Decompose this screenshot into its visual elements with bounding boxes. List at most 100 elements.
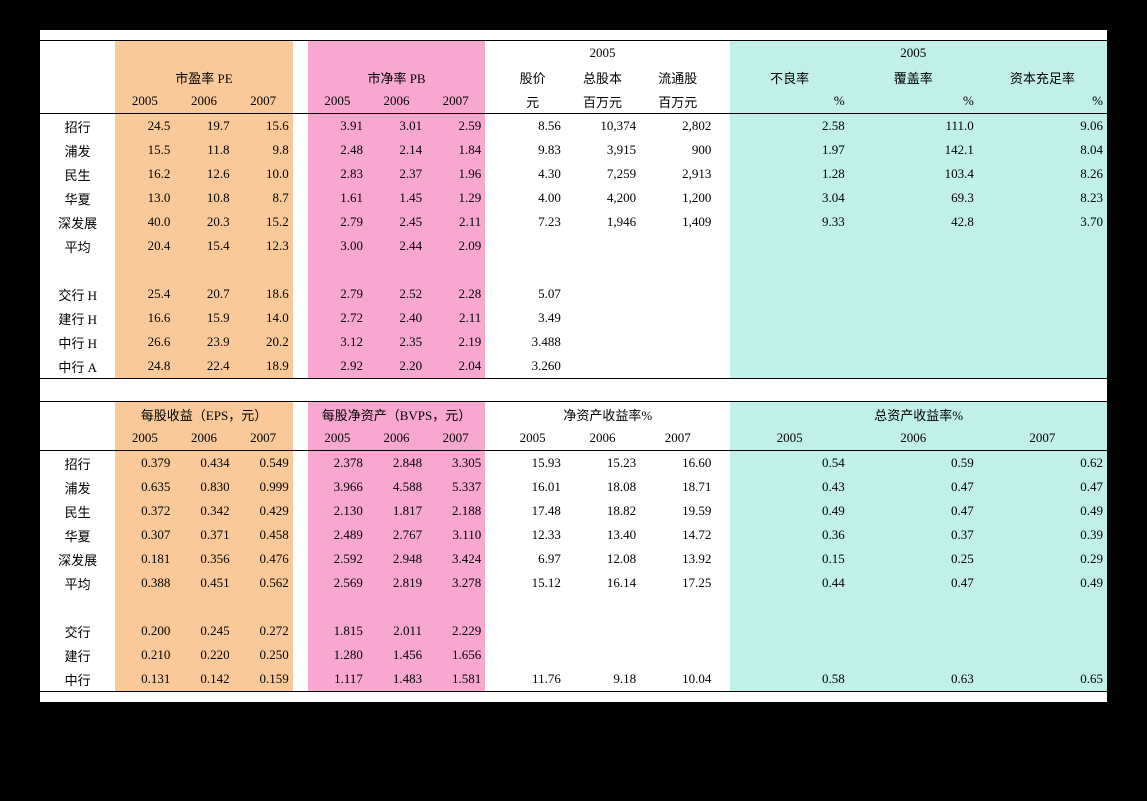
mid-col-0: 股价 [500, 65, 565, 89]
cell [565, 282, 640, 306]
cell [293, 258, 308, 282]
cell [640, 258, 715, 282]
cell [715, 114, 730, 139]
cell: 深发展 [40, 210, 115, 234]
cell: 0.54 [730, 451, 848, 476]
cell [565, 258, 640, 282]
cell [293, 162, 308, 186]
cell [293, 330, 308, 354]
cell: 15.4 [174, 234, 233, 258]
cell: 12.08 [565, 547, 640, 571]
cell [730, 354, 848, 379]
cell: 3.00 [308, 234, 367, 258]
cell: 中行 A [40, 354, 115, 379]
cell [293, 595, 308, 619]
cell: 9.18 [565, 667, 640, 692]
table-row: 招行0.3790.4340.5492.3782.8483.30515.9315.… [40, 451, 1107, 476]
cell: 18.6 [234, 282, 293, 306]
cell [730, 282, 848, 306]
cell [640, 282, 715, 306]
cell: 8.04 [978, 138, 1107, 162]
cell [234, 595, 293, 619]
cell [640, 330, 715, 354]
cell [978, 282, 1107, 306]
cell: 民生 [40, 162, 115, 186]
cell: 4.588 [367, 475, 426, 499]
cell: 2.79 [308, 210, 367, 234]
cell: 22.4 [174, 354, 233, 379]
cell [485, 282, 500, 306]
cell: 15.23 [565, 451, 640, 476]
cell [565, 595, 640, 619]
cell: 0.63 [849, 667, 978, 692]
cell: 2.83 [308, 162, 367, 186]
cell [115, 595, 174, 619]
cell: 16.2 [115, 162, 174, 186]
cell [293, 499, 308, 523]
cell: 12.6 [174, 162, 233, 186]
mid-year: 2005 [565, 41, 640, 66]
cell: 1,946 [565, 210, 640, 234]
cell: 17.25 [640, 571, 715, 595]
bottom-header-1: 每股收益（EPS，元） 每股净资产（BVPS，元） 净资产收益率% 总资产收益率… [40, 402, 1107, 427]
cell: 9.83 [500, 138, 565, 162]
table-row: 深发展40.020.315.22.792.452.117.231,9461,40… [40, 210, 1107, 234]
cell: 0.65 [978, 667, 1107, 692]
cell: 24.5 [115, 114, 174, 139]
cell [640, 619, 715, 643]
cell: 2,802 [640, 114, 715, 139]
cell [485, 547, 500, 571]
cell: 0.210 [115, 643, 174, 667]
cell: 10.04 [640, 667, 715, 692]
cell: 2,913 [640, 162, 715, 186]
table-row: 招行24.519.715.63.913.012.598.5610,3742,80… [40, 114, 1107, 139]
cell: 0.159 [234, 667, 293, 692]
cell [500, 258, 565, 282]
cell [978, 595, 1107, 619]
cell: 7.23 [500, 210, 565, 234]
cell: 2.45 [367, 210, 426, 234]
cell [367, 595, 426, 619]
cell [293, 619, 308, 643]
cell: 1.28 [730, 162, 848, 186]
cell: 15.93 [500, 451, 565, 476]
cell: 1.84 [426, 138, 485, 162]
cell [293, 523, 308, 547]
cell [715, 138, 730, 162]
cell [849, 619, 978, 643]
cell: 15.6 [234, 114, 293, 139]
cell: 2.14 [367, 138, 426, 162]
cell: 0.476 [234, 547, 293, 571]
cell: 0.36 [730, 523, 848, 547]
cell: 交行 H [40, 282, 115, 306]
cell: 2.11 [426, 210, 485, 234]
cell [485, 186, 500, 210]
cell [234, 258, 293, 282]
table-row: 华夏0.3070.3710.4582.4892.7673.11012.3313.… [40, 523, 1107, 547]
cell: 2.35 [367, 330, 426, 354]
cell: 0.44 [730, 571, 848, 595]
table-row: 中行 H26.623.920.23.122.352.193.488 [40, 330, 1107, 354]
cell: 3.49 [500, 306, 565, 330]
cell: 0.451 [174, 571, 233, 595]
cell: 2.28 [426, 282, 485, 306]
cell: 平均 [40, 234, 115, 258]
cell [715, 451, 730, 476]
cell: 16.60 [640, 451, 715, 476]
cell: 3.04 [730, 186, 848, 210]
header-row-2: 市盈率 PE 市净率 PB 股价 总股本 流通股 不良率 覆盖率 资本充足率 [40, 65, 1107, 89]
cell: 900 [640, 138, 715, 162]
cell: 20.2 [234, 330, 293, 354]
cell: 招行 [40, 114, 115, 139]
cell [978, 234, 1107, 258]
cell: 浦发 [40, 138, 115, 162]
cell: 0.388 [115, 571, 174, 595]
cell: 2.44 [367, 234, 426, 258]
cell [849, 258, 978, 282]
cell [715, 475, 730, 499]
cell: 19.7 [174, 114, 233, 139]
cell [565, 643, 640, 667]
cell: 8.23 [978, 186, 1107, 210]
cell: 2.37 [367, 162, 426, 186]
cell: 3.110 [426, 523, 485, 547]
